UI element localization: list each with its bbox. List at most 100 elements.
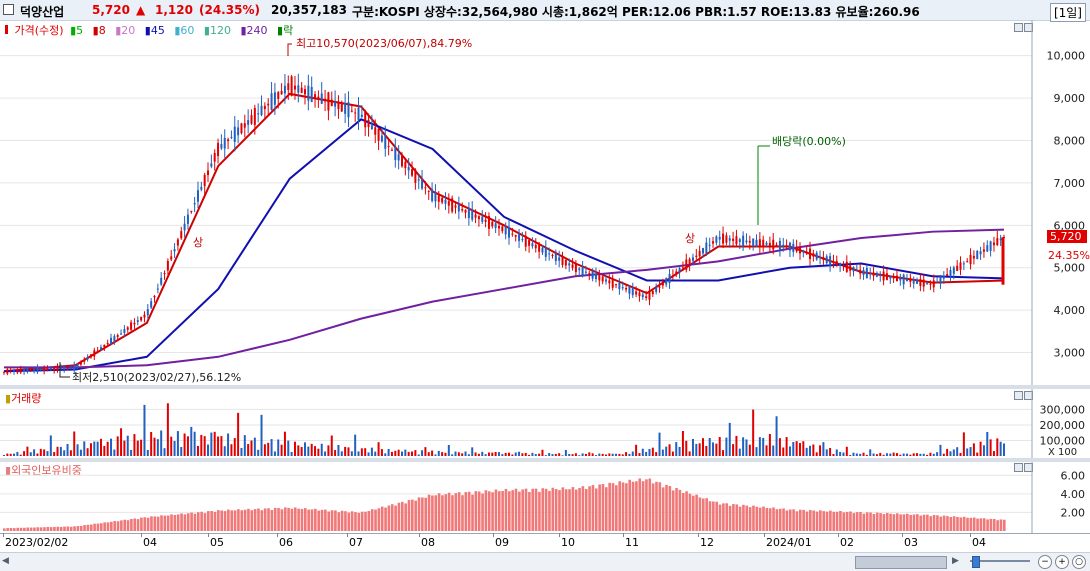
price-candle bbox=[280, 83, 283, 95]
foreign-close-icon[interactable] bbox=[1014, 463, 1023, 472]
price-candle bbox=[484, 212, 487, 228]
legend-ma-60[interactable]: ▮60 bbox=[174, 24, 195, 37]
price-candle bbox=[959, 256, 962, 276]
foreign-bar bbox=[725, 503, 729, 531]
foreign-bar bbox=[972, 517, 976, 531]
volume-chart[interactable]: 300,000 200,000 100,000 X 100 bbox=[0, 389, 1090, 458]
volume-bar bbox=[605, 454, 608, 456]
foreign-bar bbox=[380, 506, 384, 531]
trade-volume: 20,357,183 bbox=[271, 3, 347, 17]
x-axis-label: 06 bbox=[279, 536, 293, 549]
volume-bar bbox=[203, 436, 206, 456]
price-candle bbox=[511, 227, 514, 237]
volume-bar bbox=[588, 452, 591, 456]
price-candle bbox=[544, 240, 547, 261]
price-candle bbox=[564, 259, 567, 270]
zoom-out-icon[interactable]: − bbox=[1038, 555, 1052, 569]
foreign-bar bbox=[544, 488, 548, 531]
volume-close-icon[interactable] bbox=[1014, 391, 1023, 400]
volume-bar bbox=[350, 451, 353, 456]
legend-price-label[interactable]: 가격(수정) bbox=[14, 24, 64, 37]
foreign-bar bbox=[491, 492, 494, 531]
legend-ma-120[interactable]: ▮120 bbox=[203, 24, 231, 37]
foreign-bar bbox=[748, 507, 752, 531]
scroll-right-arrow[interactable]: ▶ bbox=[952, 556, 959, 566]
panel-splitter[interactable] bbox=[0, 385, 1090, 389]
price-candle bbox=[638, 290, 641, 302]
price-candle bbox=[103, 344, 106, 351]
volume-bar bbox=[819, 445, 822, 456]
price-candle bbox=[691, 253, 694, 265]
price-candle bbox=[966, 258, 969, 263]
legend-ma-45[interactable]: ▮45 bbox=[144, 24, 165, 37]
price-candle bbox=[618, 278, 621, 295]
foreign-bar bbox=[330, 510, 334, 531]
volume-bar bbox=[862, 452, 865, 456]
foreign-bar bbox=[962, 516, 966, 531]
foreign-bar bbox=[819, 510, 822, 531]
menu-icon[interactable] bbox=[3, 4, 14, 15]
foreign-bar bbox=[675, 487, 678, 531]
zoom-reset-icon[interactable]: ○ bbox=[1072, 555, 1086, 569]
price-candle bbox=[263, 102, 266, 120]
foreign-bar bbox=[367, 511, 371, 531]
price-candle bbox=[909, 273, 912, 288]
scroll-thumb[interactable] bbox=[855, 556, 947, 569]
volume-bar bbox=[344, 446, 347, 456]
foreign-bar bbox=[441, 495, 444, 531]
volume-bar bbox=[287, 440, 290, 456]
price-candle bbox=[541, 244, 544, 256]
foreign-bar bbox=[126, 520, 130, 531]
x-axis-label: 09 bbox=[495, 536, 509, 549]
foreign-bar bbox=[755, 506, 759, 531]
volume-bar bbox=[835, 449, 838, 456]
legend-ma-240[interactable]: ▮240 bbox=[240, 24, 268, 37]
zoom-slider[interactable] bbox=[970, 560, 1030, 562]
price-candle bbox=[334, 90, 337, 117]
panel-close-icon[interactable] bbox=[1014, 23, 1023, 32]
volume-bar bbox=[815, 452, 818, 456]
foreign-bar bbox=[825, 511, 829, 531]
price-candle bbox=[130, 319, 133, 332]
foreign-bar bbox=[628, 479, 632, 531]
price-candle bbox=[367, 113, 370, 137]
foreign-bar bbox=[571, 487, 575, 531]
foreign-bar bbox=[688, 493, 692, 531]
foreign-y-tick: 6.00 bbox=[1061, 469, 1086, 482]
legend-ex-dividend[interactable]: ▮락 bbox=[277, 24, 294, 37]
price-candle bbox=[594, 267, 597, 283]
foreign-bar bbox=[966, 517, 969, 531]
foreign-bar bbox=[534, 488, 538, 531]
legend-ma-5[interactable]: ▮5 bbox=[70, 24, 84, 37]
price-candle bbox=[504, 222, 507, 240]
price-candle bbox=[665, 277, 668, 288]
volume-bar bbox=[558, 453, 561, 456]
price-candle bbox=[845, 255, 848, 273]
period-button[interactable]: [1일] bbox=[1049, 3, 1086, 22]
foreign-bar bbox=[257, 508, 260, 531]
price-candle bbox=[243, 114, 246, 138]
volume-bar bbox=[658, 432, 661, 456]
panel-splitter-2[interactable] bbox=[0, 458, 1090, 462]
price-candle bbox=[317, 90, 320, 108]
foreign-bar bbox=[217, 510, 220, 531]
volume-bar bbox=[902, 453, 905, 456]
volume-bar bbox=[859, 453, 862, 456]
price-candle bbox=[972, 250, 975, 265]
volume-bar bbox=[324, 451, 327, 456]
foreign-bar bbox=[163, 515, 167, 531]
zoom-in-icon[interactable]: + bbox=[1055, 555, 1069, 569]
price-candle bbox=[518, 229, 521, 248]
volume-bar bbox=[220, 436, 223, 456]
price-chart[interactable]: 10,000 9,000 8,000 7,000 6,000 5,000 4,000 3,00… bbox=[0, 20, 1090, 385]
scroll-left-arrow[interactable]: ◀ bbox=[2, 556, 9, 566]
chart-scrollbar[interactable]: ◀ ▶ bbox=[0, 552, 1090, 571]
foreign-bar bbox=[387, 505, 391, 531]
zoom-slider-handle[interactable] bbox=[972, 556, 980, 568]
foreign-bar bbox=[16, 527, 19, 531]
legend-ma-8[interactable]: ▮8 bbox=[92, 24, 106, 37]
volume-bar bbox=[130, 449, 133, 456]
foreign-bar bbox=[243, 509, 247, 531]
foreign-chart[interactable]: 6.00 4.00 2.00 bbox=[0, 462, 1090, 533]
legend-ma-20[interactable]: ▮20 bbox=[115, 24, 136, 37]
